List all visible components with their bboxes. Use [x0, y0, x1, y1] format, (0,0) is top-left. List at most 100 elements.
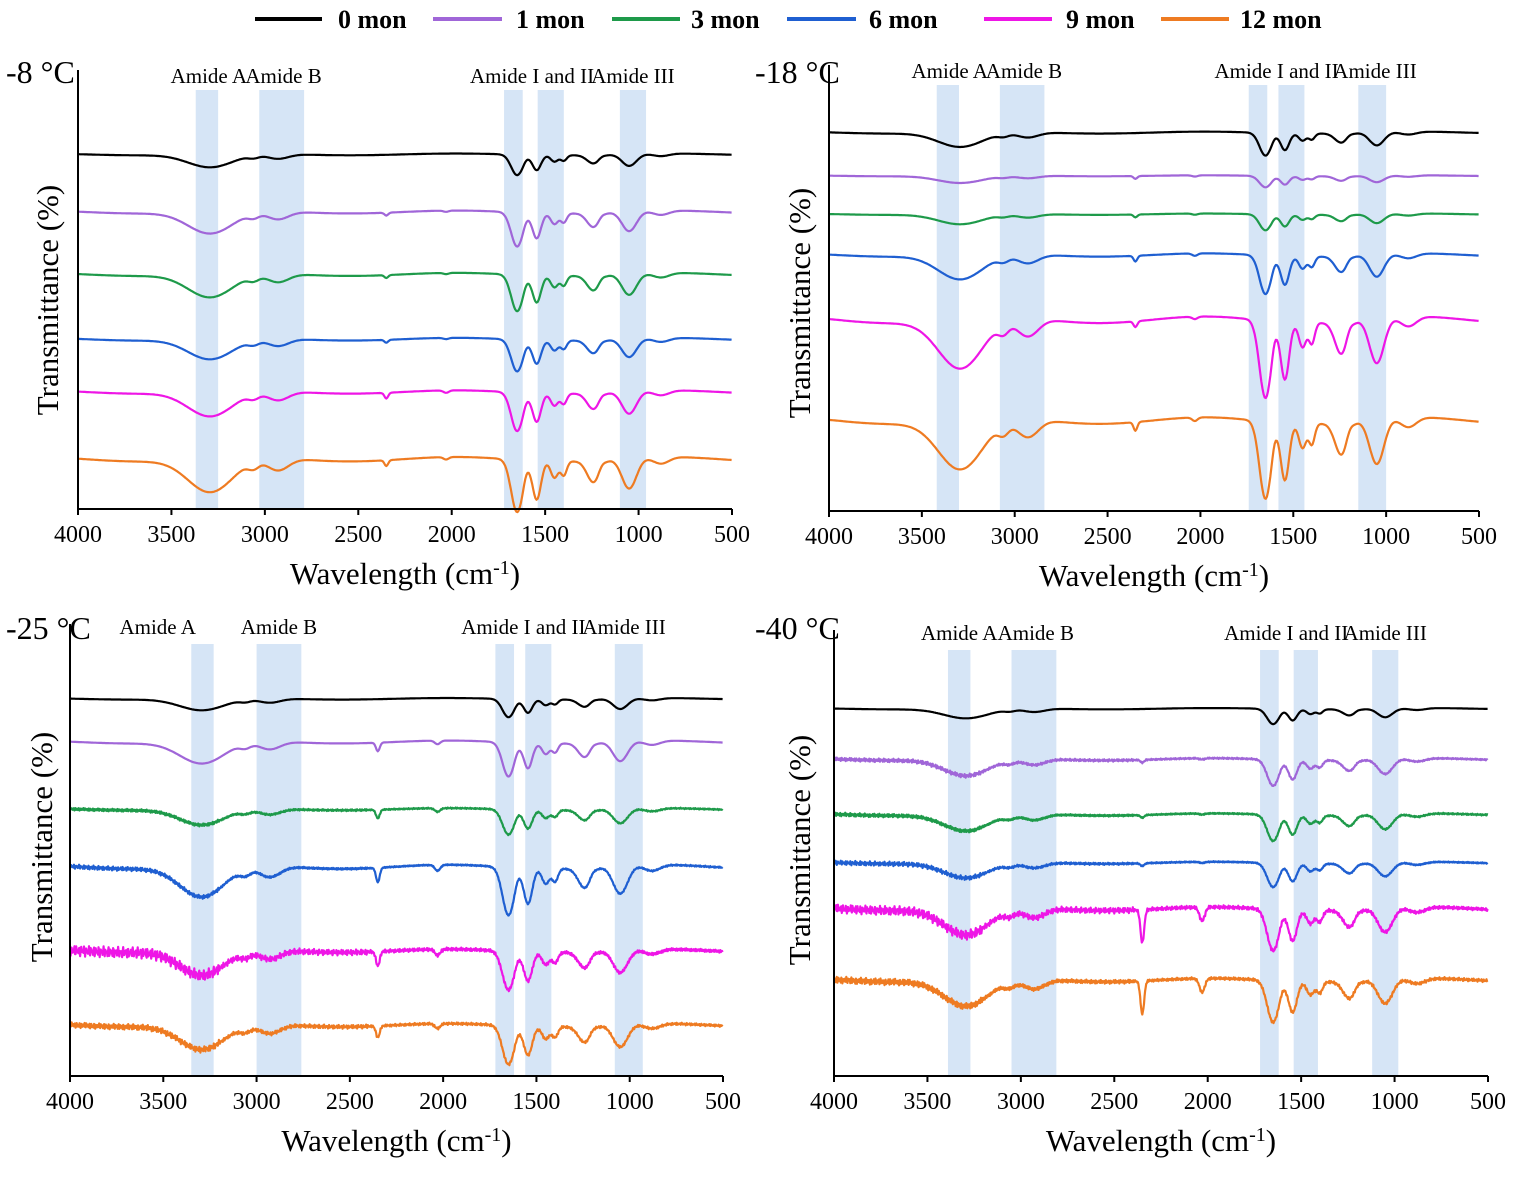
y-axis-title-3: Transmittance (%) — [782, 735, 817, 965]
panel-title-0: -8 °C — [6, 54, 75, 90]
x-axis-title-sup-3: -1 — [1249, 1124, 1266, 1146]
x-axis-title-sup-2: -1 — [485, 1124, 502, 1146]
band-label-2-2: Amide I and II — [461, 615, 585, 639]
series-line-2-5 — [68, 1021, 724, 1067]
band-label-0-0: Amide A — [171, 64, 248, 88]
x-tick-label-2-7: 500 — [705, 1089, 741, 1115]
band-3-0 — [947, 650, 971, 1076]
band-label-2-3: Amide III — [582, 615, 665, 639]
legend-label-2: 3 mon — [691, 5, 760, 34]
x-tick-label-1-0: 4000 — [805, 524, 853, 550]
band-label-1-0: Amide A — [912, 59, 989, 83]
band-3-2 — [1260, 650, 1279, 1076]
legend-label-4: 9 mon — [1066, 5, 1135, 34]
series-line-1-4 — [828, 315, 1479, 400]
x-tick-label-0-4: 2000 — [428, 522, 476, 548]
x-tick-label-0-2: 3000 — [241, 522, 289, 548]
legend-label-1: 1 mon — [516, 5, 585, 34]
x-tick-label-3-2: 3000 — [997, 1089, 1045, 1115]
series-line-2-2 — [68, 806, 724, 837]
x-tick-label-2-6: 1000 — [606, 1089, 654, 1115]
band-0-2 — [504, 90, 523, 509]
panel-title-1: -18 °C — [755, 54, 840, 90]
x-tick-label-2-1: 3500 — [139, 1089, 187, 1115]
series-line-1-3 — [828, 252, 1479, 296]
x-axis-title-main-1: Wavelength (cm — [1039, 558, 1242, 593]
series-line-0-2 — [77, 271, 732, 313]
x-axis-title-close-1: ) — [1259, 558, 1269, 593]
x-tick-label-2-2: 3000 — [233, 1089, 281, 1115]
series-line-1-2 — [828, 212, 1479, 232]
x-tick-label-0-0: 4000 — [54, 522, 102, 548]
x-axis-title-sup-0: -1 — [493, 557, 510, 579]
x-tick-label-1-6: 1000 — [1362, 524, 1410, 550]
x-tick-label-1-7: 500 — [1461, 524, 1497, 550]
x-tick-label-3-3: 2500 — [1090, 1089, 1138, 1115]
x-axis-title-main-2: Wavelength (cm — [281, 1123, 484, 1158]
band-1-2 — [1248, 85, 1268, 511]
band-1-1 — [999, 85, 1045, 511]
series-line-3-2 — [832, 811, 1489, 843]
x-tick-label-2-4: 2000 — [419, 1089, 467, 1115]
x-tick-label-3-5: 1500 — [1277, 1089, 1325, 1115]
series-line-0-1 — [78, 209, 732, 248]
x-axis-title-3: Wavelength (cm-1) — [1046, 1123, 1276, 1158]
legend: 0 mon 1 mon 3 mon 6 mon 9 mon 12 mon — [255, 5, 1322, 34]
series-line-0-5 — [77, 455, 732, 514]
series-line-3-4 — [832, 903, 1489, 953]
series-line-0-4 — [77, 389, 732, 433]
series-line-2-3 — [68, 863, 724, 917]
series-line-3-5 — [833, 975, 1489, 1025]
band-1-4 — [1358, 85, 1387, 511]
band-label-2-0: Amide A — [119, 615, 196, 639]
x-axis-title-1: Wavelength (cm-1) — [1039, 558, 1269, 593]
x-tick-label-1-4: 2000 — [1176, 524, 1224, 550]
x-axis-title-close-0: ) — [510, 556, 520, 591]
x-tick-label-2-5: 1500 — [512, 1089, 560, 1115]
x-tick-label-3-1: 3500 — [903, 1089, 951, 1115]
band-label-3-1: Amide B — [998, 621, 1074, 645]
series-line-0-3 — [78, 336, 732, 373]
band-2-1 — [256, 644, 302, 1076]
x-tick-label-0-6: 1000 — [615, 522, 663, 548]
legend-label-5: 12 mon — [1240, 5, 1322, 34]
y-axis-title-0: Transmittance (%) — [30, 185, 65, 415]
x-axis-title-close-2: ) — [501, 1123, 511, 1158]
series-line-3-0 — [834, 707, 1488, 726]
band-2-2 — [495, 644, 515, 1076]
x-tick-label-3-4: 2000 — [1184, 1089, 1232, 1115]
series-line-1-5 — [828, 416, 1479, 500]
x-axis-title-close-3: ) — [1266, 1123, 1276, 1158]
band-label-0-2: Amide I and II — [470, 64, 594, 88]
panel-title-2: -25 °C — [6, 610, 91, 646]
panel-2: 4000 3500 3000 2500 2000 1500 1000 500 Amide A Am… — [6, 610, 741, 1158]
x-tick-label-2-0: 4000 — [46, 1089, 94, 1115]
panel-title-3: -40 °C — [755, 610, 840, 646]
x-tick-label-0-3: 2500 — [334, 522, 382, 548]
band-2-4 — [614, 644, 643, 1076]
x-axis-title-main-0: Wavelength (cm — [290, 556, 493, 591]
band-1-0 — [936, 85, 959, 511]
x-axis-title-main-3: Wavelength (cm — [1046, 1123, 1249, 1158]
band-2-3 — [525, 644, 552, 1076]
band-label-1-1: Amide B — [986, 59, 1062, 83]
band-label-3-2: Amide I and II — [1224, 621, 1348, 645]
x-tick-label-0-1: 3500 — [147, 522, 195, 548]
x-tick-label-1-3: 2500 — [1084, 524, 1132, 550]
x-tick-label-1-1: 3500 — [898, 524, 946, 550]
band-label-1-2: Amide I and II — [1214, 59, 1338, 83]
band-0-3 — [537, 90, 564, 509]
legend-label-3: 6 mon — [869, 5, 938, 34]
series-line-1-0 — [829, 130, 1479, 157]
band-label-0-3: Amide III — [591, 64, 674, 88]
series-line-2-0 — [70, 696, 723, 719]
band-0-4 — [619, 90, 647, 509]
x-axis-title-sup-1: -1 — [1242, 559, 1259, 581]
band-label-2-1: Amide B — [241, 615, 317, 639]
series-line-0-0 — [78, 152, 732, 177]
x-tick-label-1-2: 3000 — [991, 524, 1039, 550]
